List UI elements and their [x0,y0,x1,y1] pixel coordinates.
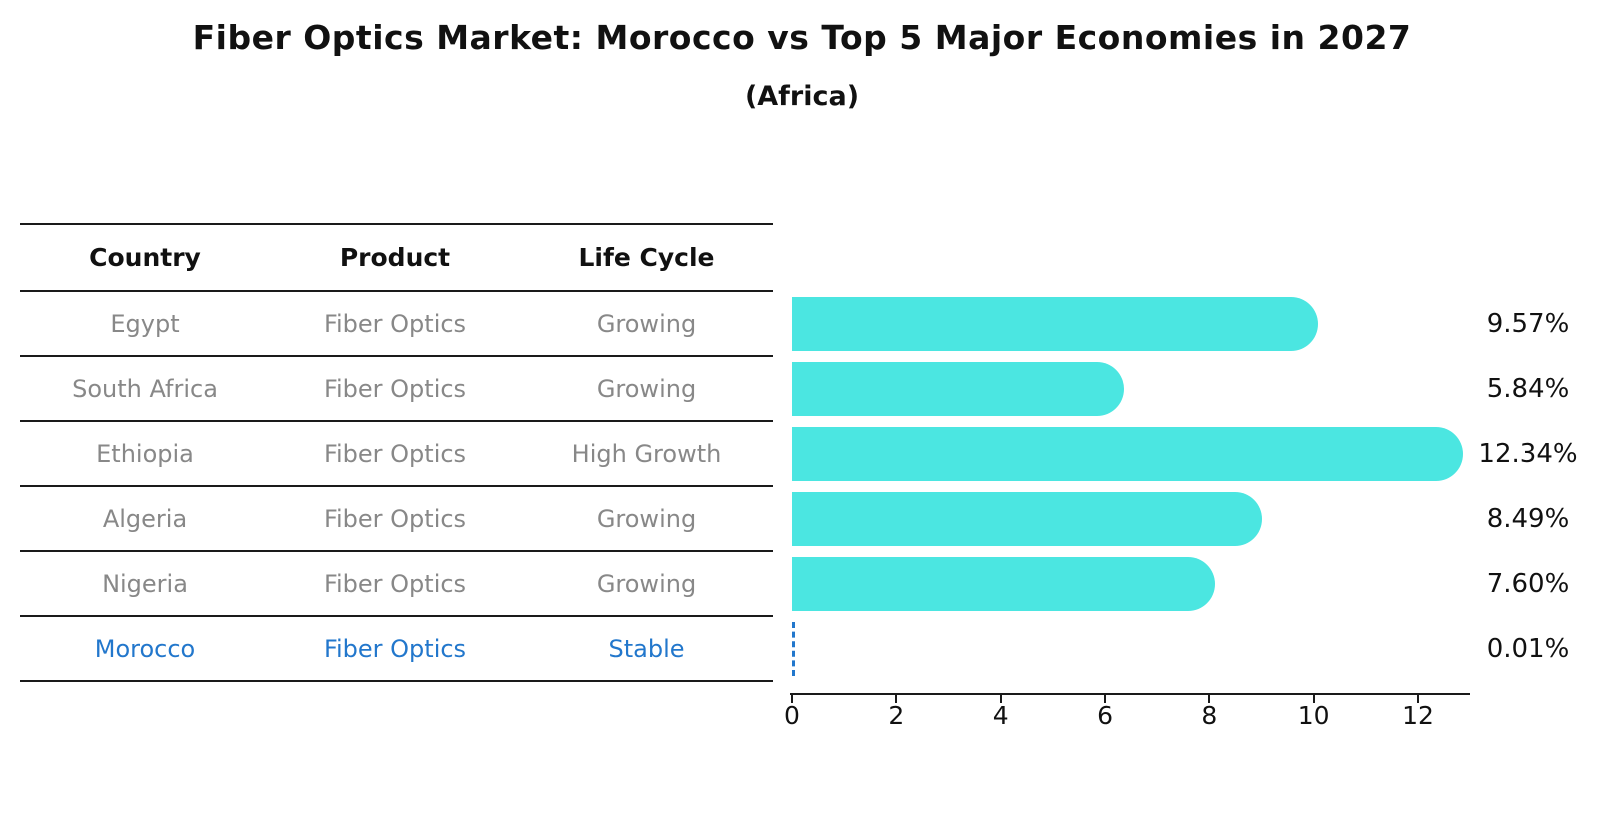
x-axis-tick-label: 12 [1402,701,1434,730]
x-axis-tick [895,695,898,703]
x-axis-tick [999,695,1002,703]
bar-value-label: 7.60% [1486,569,1570,599]
table-row: Algeria Fiber Optics Growing [20,487,773,552]
bar-value-label: 0.01% [1486,634,1570,664]
x-axis-tick [1104,695,1107,703]
country-cell: Ethiopia [96,439,194,468]
table-row: South Africa Fiber Optics Growing [20,357,773,422]
chart-title: Fiber Optics Market: Morocco vs Top 5 Ma… [192,18,1412,57]
column-header-country: Country [89,243,201,272]
table-row: Nigeria Fiber Optics Growing [20,552,773,617]
product-cell: Fiber Optics [323,374,467,403]
life-cycle-cell: Growing [596,569,697,598]
x-axis-tick-label: 0 [784,701,800,730]
life-cycle-cell: Growing [596,309,697,338]
product-cell: Fiber Optics [323,309,467,338]
country-cell: South Africa [72,374,218,403]
life-cycle-cell: Stable [608,634,685,663]
x-axis-tick-label: 6 [1097,701,1113,730]
column-header-product: Product [339,243,451,272]
table-header-row: Country Product Life Cycle [20,225,773,292]
x-axis-tick-label: 4 [992,701,1009,730]
bar-value-label: 12.34% [1478,439,1578,469]
product-cell: Fiber Optics [323,569,467,598]
x-axis-tick [791,695,793,703]
column-header-life-cycle: Life Cycle [578,243,715,272]
country-cell: Morocco [94,634,196,663]
bar-value-label: 8.49% [1486,504,1570,534]
life-cycle-cell: High Growth [571,439,722,468]
x-axis-tick-label: 8 [1201,701,1218,730]
x-axis-tick-label: 2 [888,701,905,730]
life-cycle-cell: Growing [596,504,697,533]
value-bar [792,492,1262,546]
x-axis-tick [1208,695,1211,703]
product-cell: Fiber Optics [323,504,467,533]
bar-value-label: 5.84% [1486,374,1570,404]
x-axis-tick [1417,695,1420,703]
table-row: Ethiopia Fiber Optics High Growth [20,422,773,487]
product-cell: Fiber Optics [323,634,467,663]
value-bar [792,362,1124,416]
table-body: Egypt Fiber Optics Growing South Africa Fibe… [20,292,773,682]
life-cycle-cell: Growing [596,374,697,403]
x-axis-line [790,693,1470,695]
x-axis-tick-label: 10 [1297,701,1330,730]
bar-value-label: 9.57% [1486,309,1570,339]
country-cell: Algeria [102,504,188,533]
value-bar [792,297,1319,351]
product-cell: Fiber Optics [323,439,467,468]
value-bar [792,427,1463,481]
country-cell: Nigeria [102,569,188,598]
country-table: Country Product Life Cycle Egypt Fiber Op… [20,223,773,682]
country-cell: Egypt [110,309,180,338]
table-row: Morocco Fiber Optics Stable [20,617,773,682]
chart-subtitle: (Africa) [744,81,860,112]
value-bar [792,557,1216,611]
table-row: Egypt Fiber Optics Growing [20,292,773,357]
highlight-zero-bar [792,622,795,676]
x-axis-tick [1312,695,1315,703]
